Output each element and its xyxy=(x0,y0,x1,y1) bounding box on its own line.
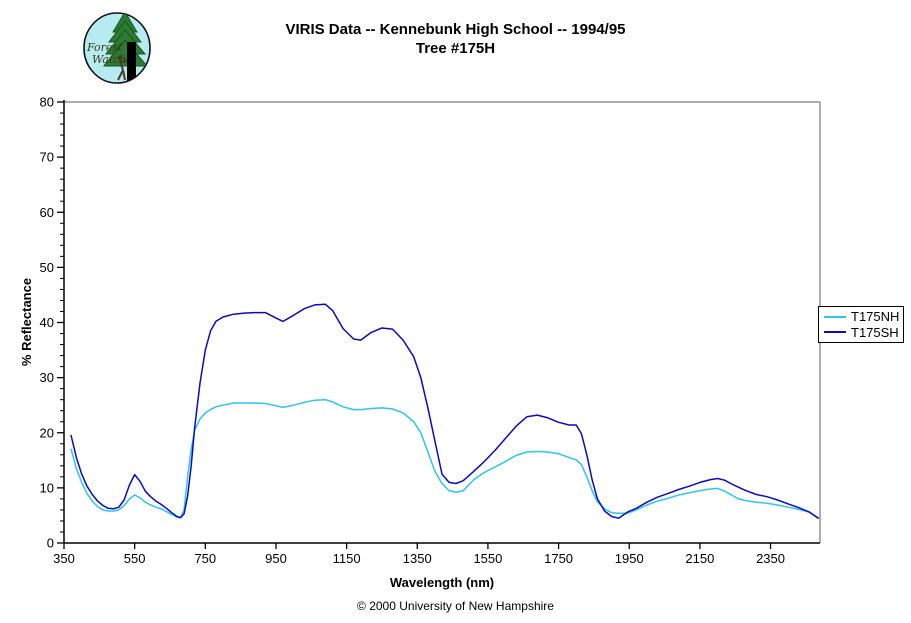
x-tick-label: 950 xyxy=(265,551,287,566)
copyright-text: © 2000 University of New Hampshire xyxy=(357,599,554,613)
forest-watch-logo: Forest Watch xyxy=(83,12,151,84)
x-axis-label: Wavelength (nm) xyxy=(389,575,495,590)
chart-title: VIRIS Data -- Kennebunk High School -- 1… xyxy=(285,21,626,38)
y-tick-label: 0 xyxy=(47,536,54,551)
x-tick-label: 350 xyxy=(53,551,75,566)
x-tick-label: 550 xyxy=(124,551,146,566)
legend-label-t175nh: T175NH xyxy=(851,309,900,325)
x-tick-label: 2350 xyxy=(756,551,785,566)
t175nh-line-swatch xyxy=(824,315,846,318)
y-tick-label: 70 xyxy=(40,150,54,165)
x-tick-label: 1350 xyxy=(403,551,432,566)
legend: T175NH T175SH xyxy=(818,306,904,343)
chart-title-block: VIRIS Data -- Kennebunk High School -- 1… xyxy=(0,20,911,58)
x-tick-label: 1550 xyxy=(473,551,502,566)
person-icon xyxy=(117,55,128,81)
x-tick-label: 750 xyxy=(194,551,216,566)
legend-label-t175sh: T175SH xyxy=(851,324,899,340)
legend-entry-t175nh: T175NH xyxy=(824,309,900,324)
logo-text-line1: Forest xyxy=(86,41,123,54)
y-tick-label: 60 xyxy=(40,205,54,220)
x-tick-label: 2150 xyxy=(685,551,714,566)
chart-subtitle: Tree #175H xyxy=(415,40,496,57)
y-tick-label: 50 xyxy=(40,260,54,275)
y-tick-label: 20 xyxy=(40,425,54,440)
y-tick-label: 30 xyxy=(40,370,54,385)
t175sh-line-swatch xyxy=(824,331,846,334)
legend-entry-t175sh: T175SH xyxy=(824,325,900,340)
logo-text-line2: Watch xyxy=(92,53,127,66)
x-tick-label: 1750 xyxy=(544,551,573,566)
series-line-t175sh xyxy=(70,303,819,519)
y-axis-label: % Reflectance xyxy=(19,277,34,367)
y-tick-label: 80 xyxy=(40,95,54,110)
tree-icon xyxy=(102,13,149,83)
x-tick-label: 1150 xyxy=(333,551,361,566)
y-tick-label: 40 xyxy=(40,315,54,330)
x-tick-label: 1950 xyxy=(615,551,644,566)
series-line-t175nh xyxy=(70,398,819,519)
y-tick-label: 10 xyxy=(40,480,54,495)
